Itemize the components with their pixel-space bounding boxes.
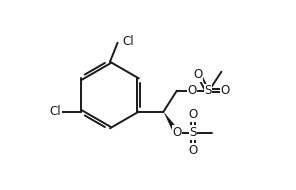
Text: O: O <box>188 108 197 121</box>
Text: Cl: Cl <box>122 35 134 48</box>
Text: Cl: Cl <box>50 105 61 118</box>
Text: O: O <box>193 68 202 81</box>
Text: O: O <box>172 126 181 139</box>
Polygon shape <box>163 112 180 134</box>
Text: S: S <box>205 84 212 97</box>
Text: S: S <box>189 126 197 139</box>
Text: O: O <box>188 144 197 157</box>
Text: O: O <box>187 84 197 97</box>
Text: O: O <box>221 84 230 97</box>
